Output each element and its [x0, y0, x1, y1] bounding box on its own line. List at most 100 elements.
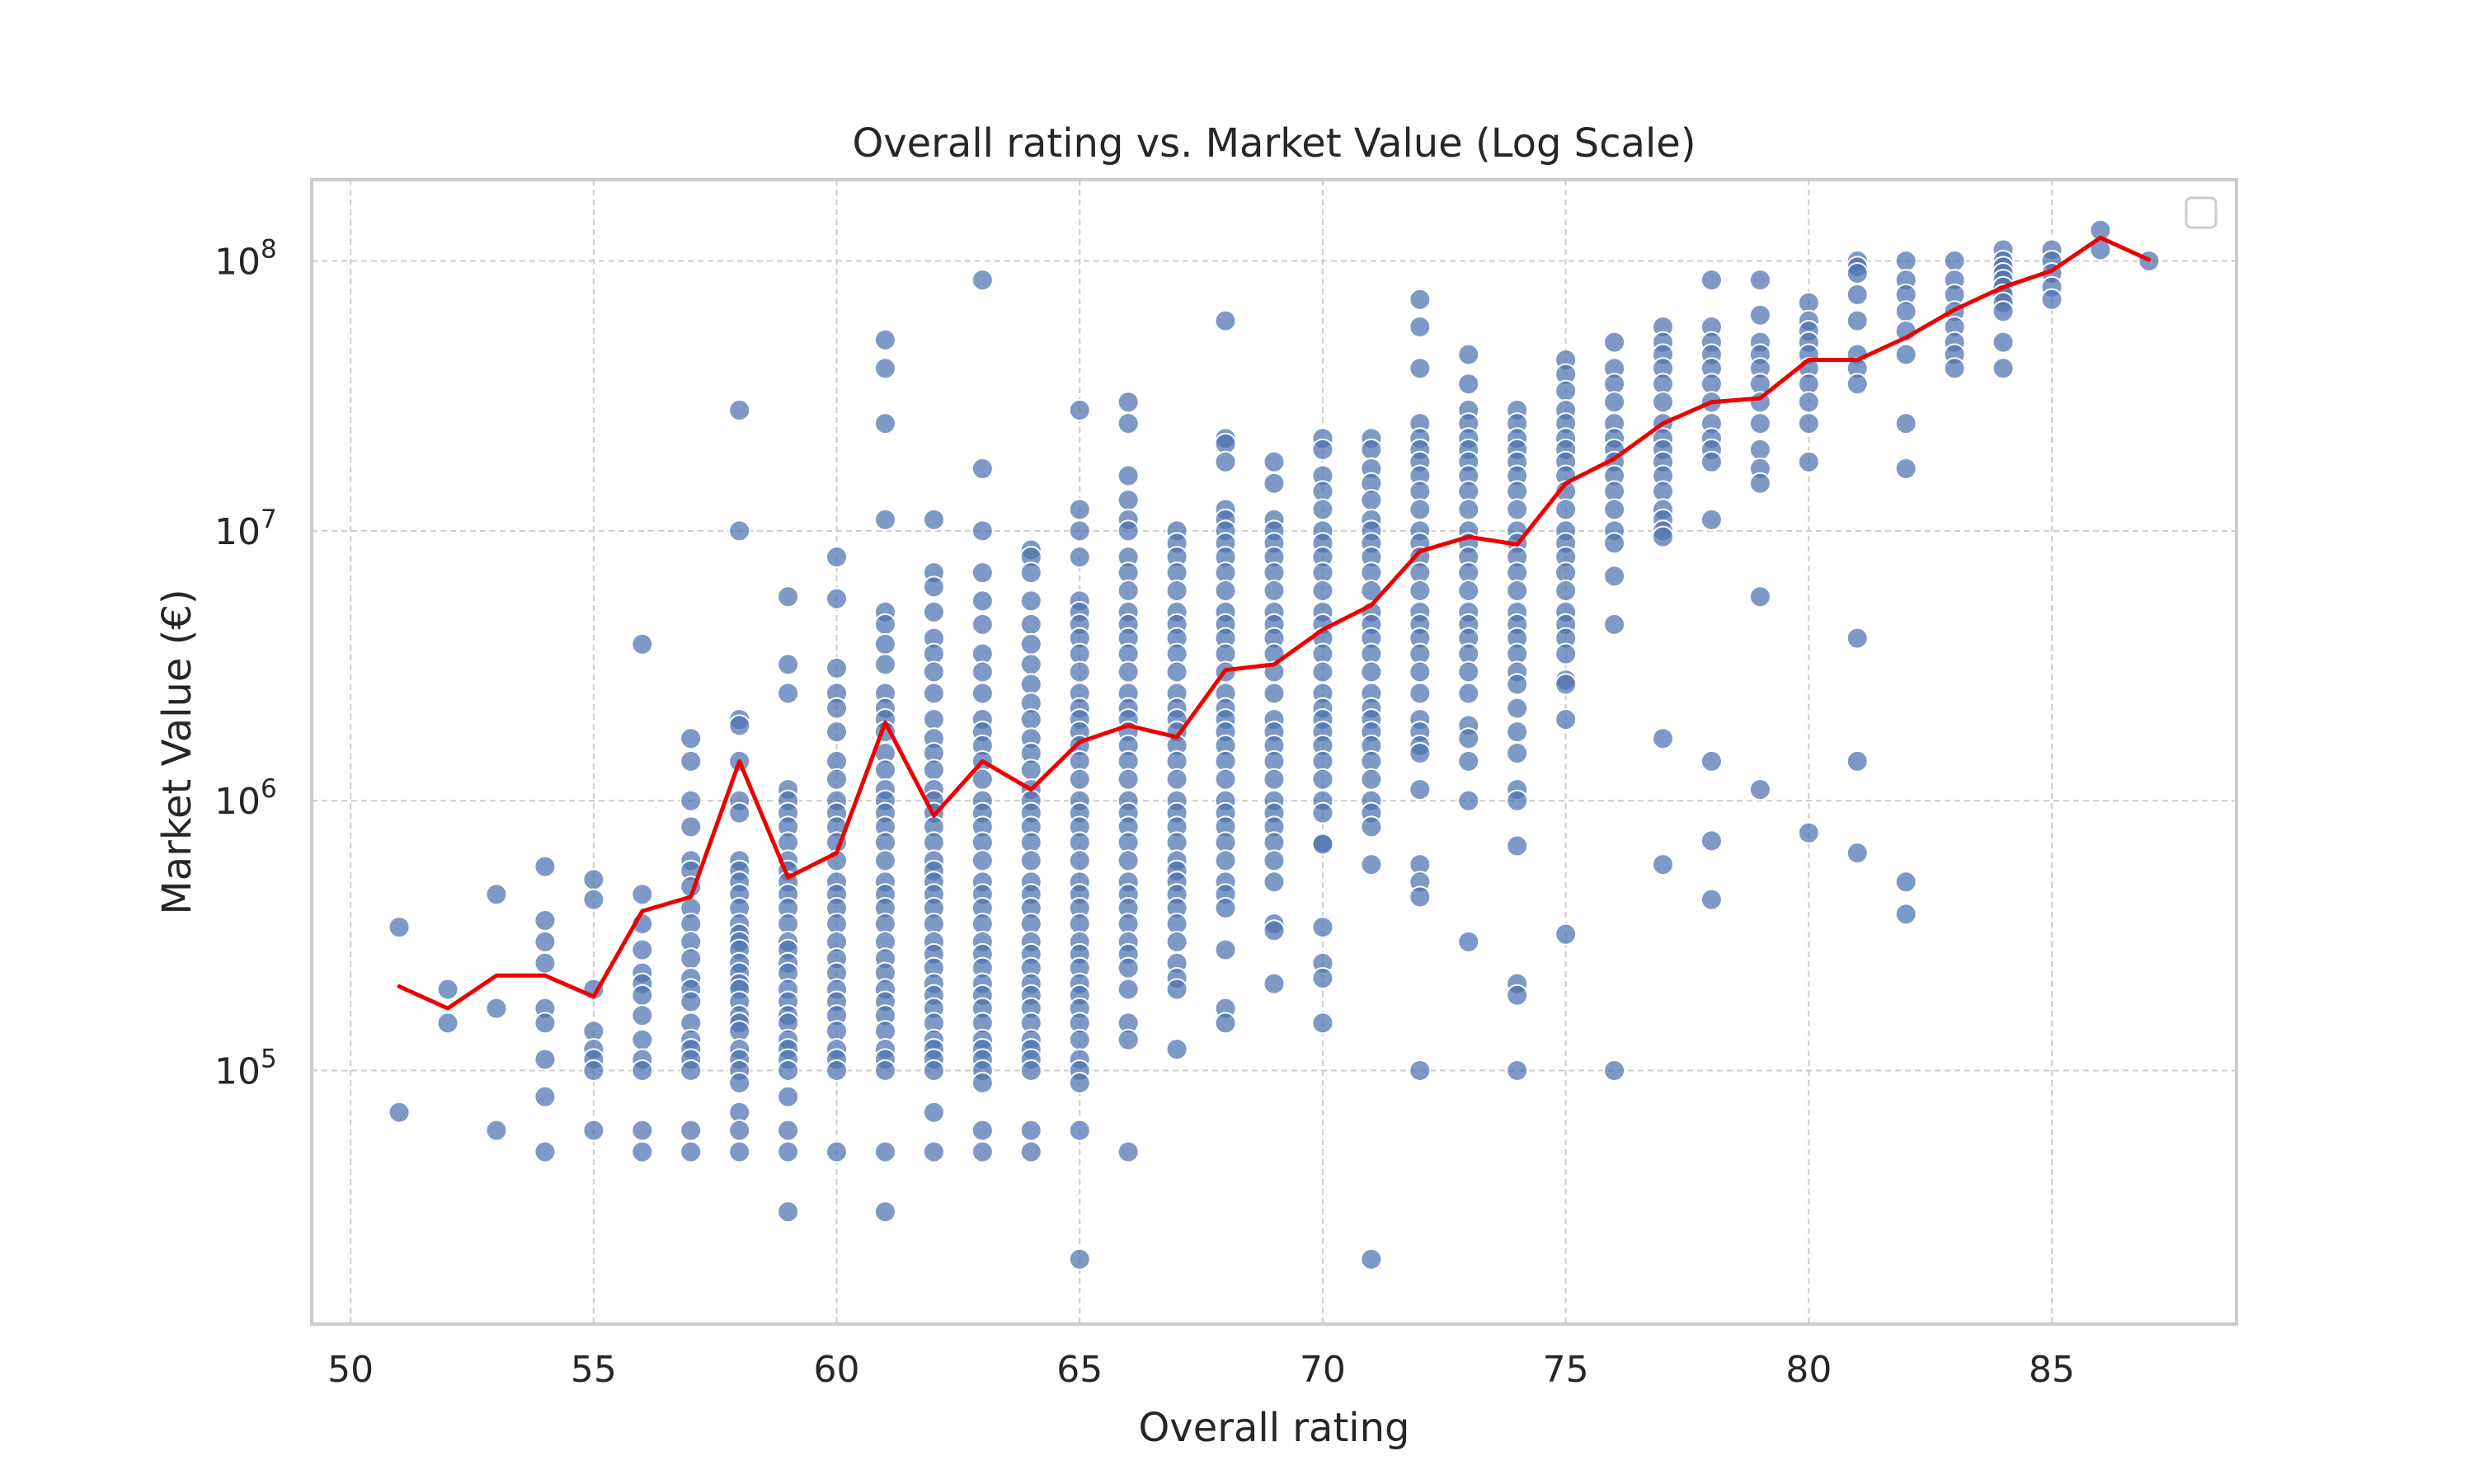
data-point	[1894, 343, 1917, 366]
data-point	[1943, 250, 1966, 273]
data-point	[1700, 888, 1723, 911]
data-point	[873, 412, 896, 435]
data-point	[1506, 984, 1529, 1007]
data-point	[1846, 262, 1869, 285]
data-point	[1019, 1059, 1042, 1082]
data-point	[1894, 903, 1917, 926]
data-point	[1263, 768, 1286, 791]
data-point	[1554, 708, 1578, 731]
data-point	[1019, 849, 1042, 872]
y-axis-label: Market Value (€)	[154, 589, 200, 914]
data-point	[1894, 300, 1917, 323]
data-point	[825, 1059, 849, 1082]
data-point	[1311, 660, 1334, 683]
x-tick-label: 75	[1543, 1349, 1589, 1391]
y-tick-exponent: 8	[261, 235, 277, 265]
data-point	[1457, 930, 1480, 953]
data-point	[1117, 579, 1140, 602]
data-point	[1263, 972, 1286, 995]
data-point	[873, 1200, 896, 1223]
data-point	[1457, 749, 1480, 773]
data-point	[1068, 660, 1091, 683]
data-point	[1214, 896, 1237, 919]
data-point	[1263, 849, 1286, 872]
data-point	[1700, 508, 1723, 531]
data-point	[1263, 871, 1286, 894]
data-point	[1457, 343, 1480, 366]
data-point	[1457, 727, 1480, 750]
data-point	[1019, 561, 1042, 585]
data-point	[1409, 498, 1432, 521]
data-point	[873, 1140, 896, 1163]
data-point	[1506, 1059, 1529, 1082]
data-point	[1457, 373, 1480, 396]
data-point	[1603, 498, 1626, 521]
data-point	[631, 1004, 654, 1027]
data-point	[1992, 300, 2015, 323]
scatter-points	[388, 218, 2161, 1270]
data-point	[971, 269, 994, 292]
data-point	[1214, 450, 1237, 473]
data-point	[728, 1119, 751, 1142]
data-point	[873, 328, 896, 351]
data-point	[1068, 1247, 1091, 1270]
data-point	[1554, 379, 1578, 402]
data-point	[1019, 613, 1042, 636]
data-point	[1311, 916, 1334, 939]
x-tick-label: 85	[2029, 1349, 2075, 1391]
data-point	[1409, 288, 1432, 311]
data-point	[922, 1101, 945, 1124]
data-point	[1311, 966, 1334, 989]
data-point	[1311, 438, 1334, 461]
data-point	[873, 849, 896, 872]
data-point	[1748, 269, 1771, 292]
data-point	[1360, 660, 1383, 683]
x-tick-label: 70	[1300, 1349, 1346, 1391]
data-point	[1506, 721, 1529, 744]
data-point	[1068, 1119, 1091, 1142]
data-point	[1797, 412, 1820, 435]
data-point	[1117, 1028, 1140, 1051]
data-point	[1409, 1059, 1432, 1082]
data-point	[631, 1119, 654, 1142]
data-point	[1019, 653, 1042, 676]
data-point	[1165, 978, 1188, 1001]
data-point	[1360, 489, 1383, 512]
data-point	[1506, 498, 1529, 521]
data-point	[1700, 829, 1723, 852]
data-point	[1506, 789, 1529, 812]
data-point	[1846, 283, 1869, 306]
data-point	[1554, 923, 1578, 946]
data-point	[1360, 438, 1383, 461]
data-point	[971, 1140, 994, 1163]
data-point	[388, 1101, 411, 1124]
data-point	[1554, 642, 1578, 665]
data-point	[534, 1140, 557, 1163]
data-point	[1554, 673, 1578, 696]
data-point	[1894, 250, 1917, 273]
data-point	[388, 916, 411, 939]
data-point	[1360, 815, 1383, 838]
data-point	[971, 589, 994, 613]
data-point	[728, 801, 751, 824]
data-point	[1457, 660, 1480, 683]
data-point	[1068, 546, 1091, 569]
data-point	[1165, 1038, 1188, 1061]
data-point	[680, 1140, 703, 1163]
data-point	[1700, 269, 1723, 292]
data-point	[1846, 309, 1869, 332]
data-point	[582, 868, 605, 891]
data-point	[680, 749, 703, 773]
data-point	[922, 758, 945, 782]
data-point	[1263, 450, 1286, 473]
data-point	[631, 1140, 654, 1163]
trend-line	[397, 235, 2152, 1011]
data-point	[728, 519, 751, 542]
legend-box	[2185, 196, 2218, 229]
data-point	[1117, 1140, 1140, 1163]
data-point	[1846, 842, 1869, 865]
data-point	[680, 947, 703, 970]
data-point	[1068, 1028, 1091, 1051]
y-tick-base: 10	[214, 242, 261, 284]
y-tick-exponent: 7	[261, 505, 277, 534]
